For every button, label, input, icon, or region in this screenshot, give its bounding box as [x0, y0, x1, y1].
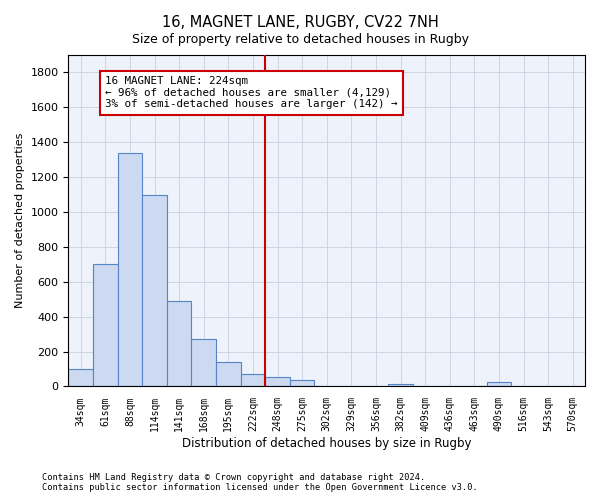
- Y-axis label: Number of detached properties: Number of detached properties: [15, 133, 25, 308]
- Bar: [167, 301, 191, 386]
- Bar: [487, 382, 511, 386]
- X-axis label: Distribution of detached houses by size in Rugby: Distribution of detached houses by size …: [182, 437, 472, 450]
- Bar: [118, 152, 142, 386]
- Bar: [265, 377, 290, 386]
- Text: Contains HM Land Registry data © Crown copyright and database right 2024.
Contai: Contains HM Land Registry data © Crown c…: [42, 473, 478, 492]
- Bar: [93, 264, 118, 386]
- Bar: [388, 384, 413, 386]
- Bar: [142, 194, 167, 386]
- Bar: [241, 374, 265, 386]
- Text: 16 MAGNET LANE: 224sqm
← 96% of detached houses are smaller (4,129)
3% of semi-d: 16 MAGNET LANE: 224sqm ← 96% of detached…: [106, 76, 398, 109]
- Bar: [290, 380, 314, 386]
- Text: Size of property relative to detached houses in Rugby: Size of property relative to detached ho…: [131, 32, 469, 46]
- Bar: [68, 369, 93, 386]
- Text: 16, MAGNET LANE, RUGBY, CV22 7NH: 16, MAGNET LANE, RUGBY, CV22 7NH: [161, 15, 439, 30]
- Bar: [216, 362, 241, 386]
- Bar: [191, 340, 216, 386]
